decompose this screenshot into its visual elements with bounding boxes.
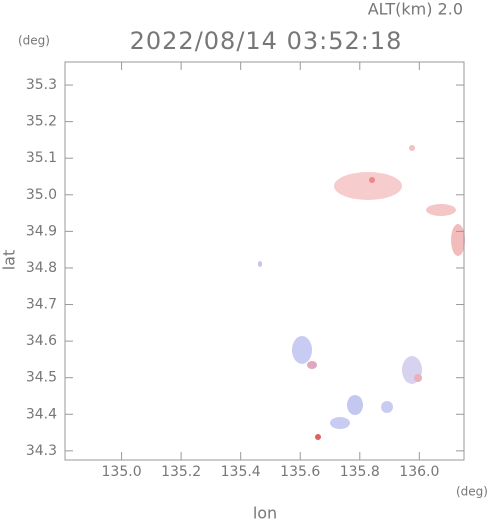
y-unit: (deg) [18, 34, 50, 48]
x-tick-label: 136.0 [399, 464, 439, 480]
y-tick-label: 35.3 [26, 77, 57, 93]
y-tick-label: 34.4 [26, 406, 57, 422]
y-axis-label: lat [0, 250, 19, 271]
x-unit: (deg) [456, 485, 488, 499]
y-tick-label: 34.6 [26, 333, 57, 349]
chart-title: 2022/08/14 03:52:18 [130, 27, 403, 55]
y-tick-label: 34.9 [26, 223, 57, 239]
x-tick-label: 135.0 [102, 464, 142, 480]
x-tick-label: 135.6 [280, 464, 320, 480]
x-axis-label: lon [253, 504, 277, 521]
echo-blobs [258, 145, 465, 440]
y-tick-label: 34.5 [26, 370, 57, 386]
y-tick-label: 34.3 [26, 443, 57, 459]
plot-frame [64, 61, 465, 461]
x-tick-label: 135.4 [221, 464, 261, 480]
x-tick-label: 135.8 [340, 464, 380, 480]
y-tick-label: 35.2 [26, 114, 57, 130]
y-tick-label: 35.1 [26, 150, 57, 166]
y-tick-label: 34.7 [26, 297, 57, 313]
altitude-label: ALT(km) 2.0 [368, 0, 463, 19]
y-tick-label: 35.0 [26, 187, 57, 203]
y-tick-label: 34.8 [26, 260, 57, 276]
x-tick-label: 135.2 [161, 464, 201, 480]
